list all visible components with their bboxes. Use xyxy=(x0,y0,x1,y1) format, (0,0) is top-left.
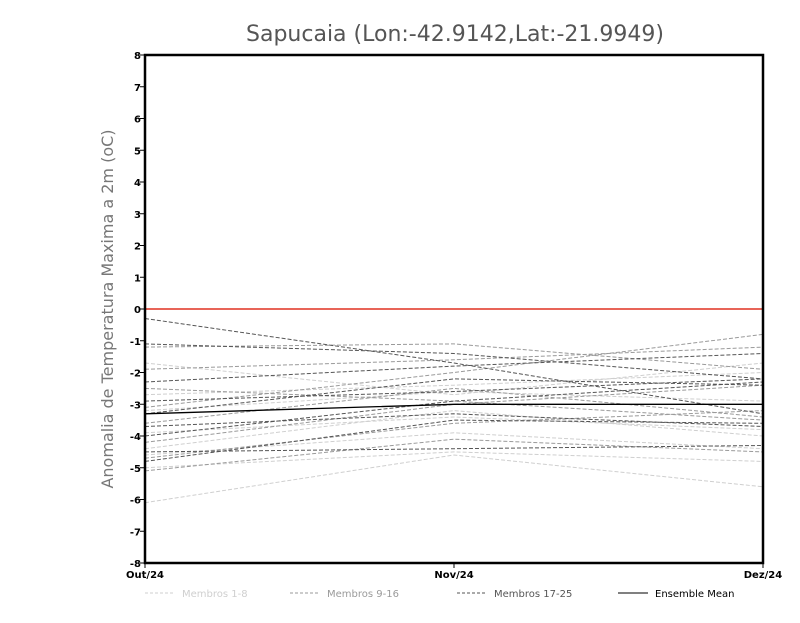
y-tick-label: 1 xyxy=(134,273,141,284)
y-tick-label: 7 xyxy=(134,83,141,94)
x-tick-label: Out/24 xyxy=(126,570,164,581)
series-line-19 xyxy=(144,381,764,437)
series-line-5 xyxy=(144,416,764,434)
series-line-17 xyxy=(144,419,764,462)
series-line-13 xyxy=(144,333,764,408)
axis-layer: -8 -7 -6 -5 -4 -3 -2 -1 0 1 2 3 4 5 6 7 8 Out/24 Nov/24 Dez… xyxy=(126,51,782,581)
chart-title: Sapucaia (Lon:-42.9142,Lat:-21.9949) xyxy=(246,22,664,47)
series-line-12 xyxy=(144,387,764,424)
legend-label: Membros 9-16 xyxy=(327,589,399,600)
series-line-22 xyxy=(144,378,764,402)
y-tick-label: -2 xyxy=(130,369,141,380)
series-line-25 xyxy=(144,318,764,415)
series-line-8 xyxy=(144,362,764,396)
series-line-18 xyxy=(144,445,764,453)
y-tick-label: -4 xyxy=(130,432,141,443)
x-tick-label: Dez/24 xyxy=(744,570,783,581)
series-line-16 xyxy=(144,343,764,370)
series-line-4 xyxy=(144,410,764,450)
series-line-14 xyxy=(144,387,764,421)
x-tick-label: Nov/24 xyxy=(434,570,473,581)
series-line-21 xyxy=(144,378,764,415)
y-tick-label: -1 xyxy=(130,337,141,348)
y-tick-label: 8 xyxy=(134,51,141,62)
legend-label: Ensemble Mean xyxy=(655,589,734,600)
y-tick-label: 4 xyxy=(134,178,141,189)
series-line-23 xyxy=(144,353,764,383)
legend-label: Membros 1-8 xyxy=(182,589,248,600)
series-line-1 xyxy=(144,454,764,504)
series-line-24 xyxy=(144,343,764,380)
legend-label: Membros 17-25 xyxy=(494,589,572,600)
y-tick-label: 0 xyxy=(134,305,141,316)
y-tick-label: -6 xyxy=(130,496,141,507)
series-layer xyxy=(144,318,764,504)
y-tick-label: -8 xyxy=(130,559,141,570)
y-tick-label: -3 xyxy=(130,400,141,411)
y-tick-label: 2 xyxy=(134,242,141,253)
series-line-20 xyxy=(144,413,764,427)
y-tick-label: -5 xyxy=(130,464,141,475)
legend: Membros 1-8 Membros 9-16 Membros 17-25 Ense… xyxy=(145,589,734,600)
y-axis-label: Anomalia de Temperatura Maxima a 2m (oC) xyxy=(98,129,117,488)
y-tick-label: 5 xyxy=(134,146,141,157)
series-line-2 xyxy=(144,451,764,469)
series-line-15 xyxy=(144,346,764,370)
series-line-11 xyxy=(144,384,764,443)
series-line-9 xyxy=(144,438,764,472)
series-line-26 xyxy=(144,403,763,415)
series-line-7 xyxy=(144,372,764,396)
y-tick-label: 6 xyxy=(134,115,141,126)
y-tick-label: 3 xyxy=(134,210,141,221)
y-tick-label: -7 xyxy=(130,527,141,538)
series-line-10 xyxy=(144,410,764,459)
